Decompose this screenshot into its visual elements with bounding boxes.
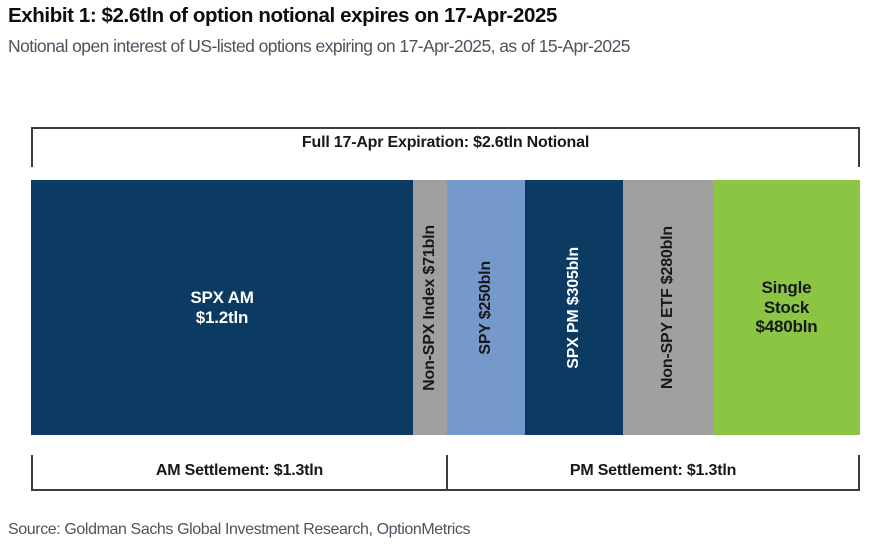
- stacked-bar-chart: SPX AM $1.2tln Non-SPX Index $71bln SPY …: [31, 180, 860, 435]
- total-bracket-label: Full 17-Apr Expiration: $2.6tln Notional: [301, 134, 590, 151]
- pm-settlement-label: PM Settlement: $1.3tln: [569, 462, 737, 479]
- bar-segment-label-non-spy-etf: Non-SPY ETF $280bln: [658, 225, 676, 390]
- bar-segment-label-spx-am: SPX AM $1.2tln: [190, 287, 254, 327]
- bar-segment-single-stock: Single Stock $480bln: [712, 180, 860, 435]
- bar-segment-label-spx-pm: SPX PM $305bln: [564, 246, 582, 369]
- bar-segment-label-single-stock: Single Stock $480bln: [755, 277, 818, 337]
- bar-segment-spx-am: SPX AM $1.2tln: [31, 180, 413, 435]
- am-settlement-label: AM Settlement: $1.3tln: [155, 462, 324, 479]
- total-bracket: [31, 127, 860, 167]
- bar-segment-label-non-spx-index: Non-SPX Index $71bln: [420, 224, 438, 391]
- source-note: Source: Goldman Sachs Global Investment …: [8, 521, 471, 538]
- bar-segment-label-spy: SPY $250bln: [476, 260, 494, 355]
- pm-settlement-bracket: [446, 455, 860, 491]
- bar-segment-non-spx-index: Non-SPX Index $71bln: [413, 180, 447, 435]
- bar-segment-non-spy-etf: Non-SPY ETF $280bln: [622, 180, 713, 435]
- page-subtitle: Notional open interest of US-listed opti…: [8, 36, 631, 56]
- page-title: Exhibit 1: $2.6tln of option notional ex…: [8, 4, 557, 27]
- bar-segment-spy: SPY $250bln: [446, 180, 525, 435]
- bar-segment-spx-pm: SPX PM $305bln: [524, 180, 623, 435]
